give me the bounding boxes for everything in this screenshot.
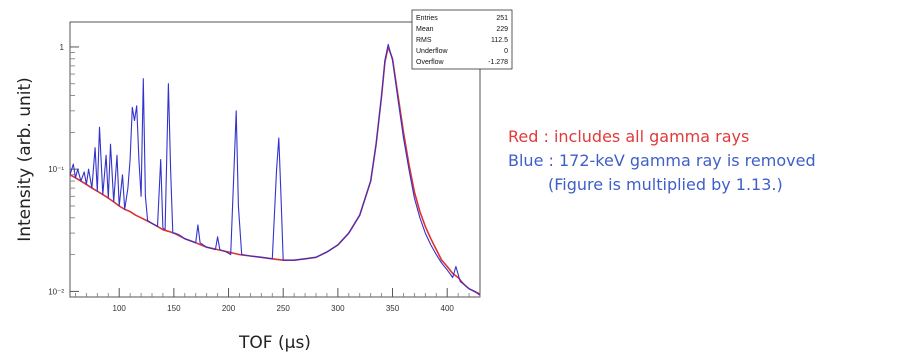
y-axis-title: Intensity (arb. unit) [15,77,35,242]
x-tick-label-100: 100 [113,304,127,313]
x-tick-label-300: 300 [331,304,345,313]
x-tick-label-150: 150 [167,304,181,313]
x-tick-label-250: 250 [277,304,291,313]
stats-value: 112.5 [491,37,508,44]
stats-value: -1.278 [488,59,508,66]
y-tick-label-0: 10⁻² [48,287,64,296]
ticks-layer: 100 150 200 250 300 350 400 10⁻² 10⁻¹ 1 [48,43,481,313]
x-tick-label-350: 350 [386,304,400,313]
stats-value: 251 [496,15,508,22]
stats-box-frame [411,9,513,70]
stats-label: Overflow [416,59,445,66]
series-line-1 [69,43,481,296]
series-layer [69,43,481,296]
y-tick-label-2: 1 [60,43,65,52]
stats-label: RMS [416,37,432,44]
x-tick-label-400: 400 [441,304,455,313]
stats-value: 229 [496,26,508,33]
stats-box: Entries 251 Mean 229 RMS 112.5 Underflow 0 Overf… [411,9,513,70]
stats-label: Entries [416,15,438,22]
x-axis-title: TOF (μs) [238,333,311,353]
legend-note-blue: Blue : 172-keV gamma ray is removed [508,151,816,170]
x-tick-label-200: 200 [222,304,236,313]
stats-label: Underflow [416,48,448,55]
stats-value: 0 [504,48,508,55]
stats-label: Mean [416,26,434,33]
y-tick-label-1: 10⁻¹ [48,165,64,174]
legend-note-blue-sub: (Figure is multiplied by 1.13.) [548,175,783,194]
plot-frame [69,21,481,298]
legend-note-red: Red : includes all gamma rays [508,127,750,146]
series-line-0 [69,46,481,295]
